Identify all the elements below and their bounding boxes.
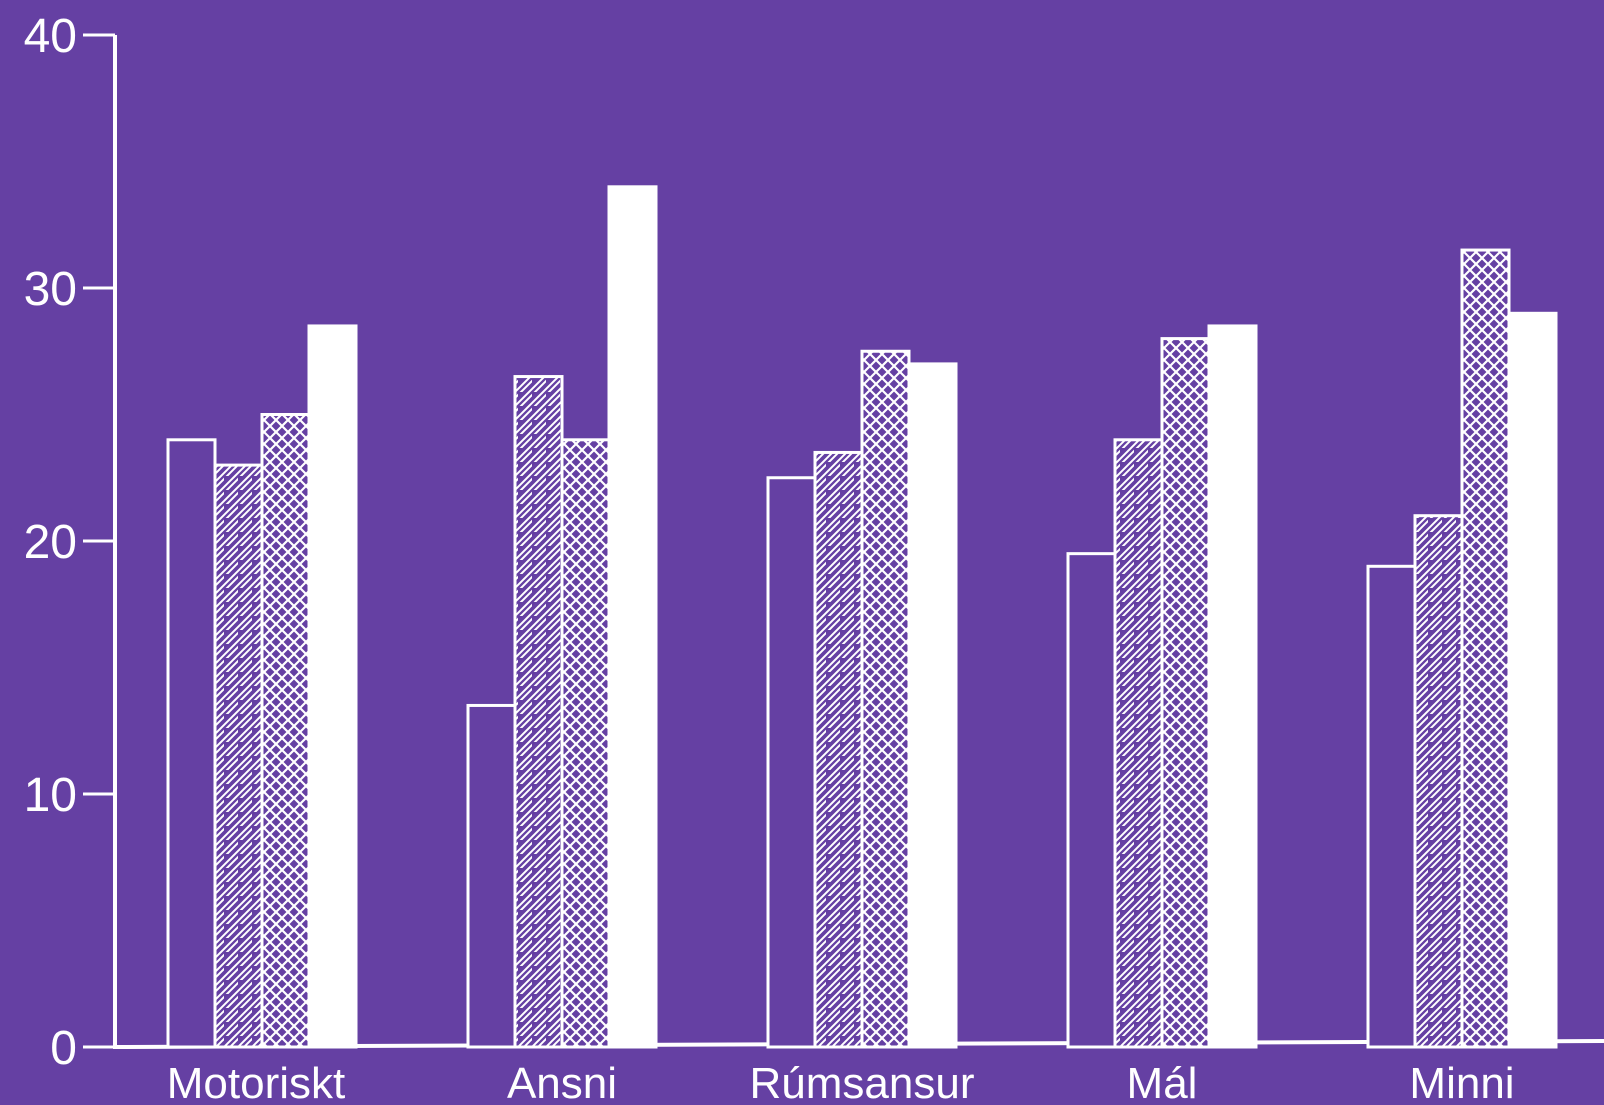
- x-tick-label: Rúmsansur: [750, 1059, 975, 1105]
- bar-diagonal-hatch: [1113, 438, 1164, 1049]
- bar-outline: [1366, 564, 1417, 1049]
- x-tick-label: Ansni: [507, 1059, 617, 1105]
- bar-diagonal-hatch: [813, 450, 864, 1049]
- y-tick-label: 10: [24, 769, 77, 822]
- axes: 0 10 20 30 40: [24, 10, 1604, 1075]
- x-tick-label: Minni: [1409, 1059, 1514, 1105]
- bar-diagonal-hatch: [1413, 514, 1464, 1049]
- y-tick-label: 30: [24, 263, 77, 316]
- y-tick-label: 0: [50, 1022, 77, 1075]
- bar-cross-hatch: [1460, 248, 1511, 1049]
- x-tick-label: Motoriskt: [167, 1059, 345, 1105]
- x-tick-label: Mál: [1127, 1059, 1198, 1105]
- bar-cross-hatch: [860, 349, 911, 1049]
- bars: [166, 185, 1558, 1049]
- bar-outline: [466, 703, 517, 1049]
- bar-diagonal-hatch: [513, 375, 564, 1049]
- bar-solid: [607, 185, 658, 1049]
- bar-solid: [1207, 324, 1258, 1049]
- bar-solid: [1507, 311, 1558, 1049]
- bar-outline: [166, 438, 217, 1049]
- bar-cross-hatch: [260, 413, 311, 1049]
- y-tick-label: 20: [24, 516, 77, 569]
- bar-solid: [307, 324, 358, 1049]
- bar-outline: [1066, 552, 1117, 1049]
- bar-solid: [907, 362, 958, 1049]
- y-tick-label: 40: [24, 10, 77, 63]
- category-labels: Motoriskt Ansni Rúmsansur Mál Minni: [167, 1059, 1515, 1105]
- bar-cross-hatch: [560, 438, 611, 1049]
- bar-outline: [766, 476, 817, 1049]
- bar-cross-hatch: [1160, 337, 1211, 1049]
- bar-diagonal-hatch: [213, 463, 264, 1049]
